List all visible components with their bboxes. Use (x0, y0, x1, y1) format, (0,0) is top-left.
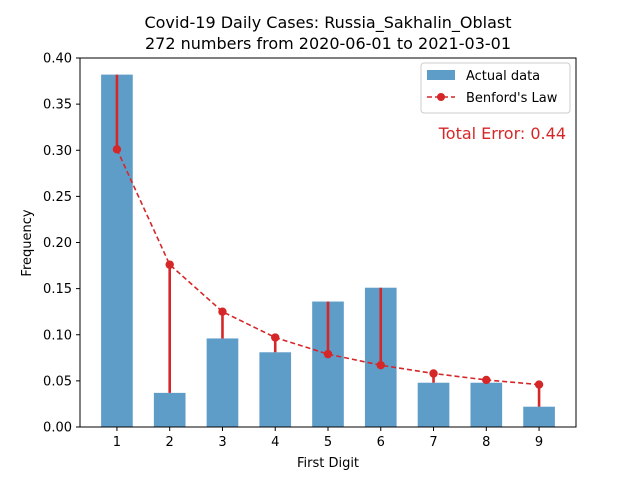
y-axis-label: Frequency (20, 209, 35, 276)
x-tick-label-2: 2 (166, 435, 174, 450)
bar-9 (523, 406, 555, 427)
plot-area (101, 74, 555, 427)
y-tick-label-0.40: 0.40 (43, 52, 72, 67)
benford-point-4 (271, 333, 280, 342)
x-tick-label-3: 3 (218, 435, 226, 450)
benford-point-8 (482, 375, 491, 385)
benford-point-1 (112, 145, 122, 154)
benford-point-9 (534, 380, 544, 389)
x-tick-label-4: 4 (271, 435, 279, 450)
x-tick-label-8: 8 (482, 435, 490, 450)
y-tick-label-0.15: 0.15 (43, 282, 72, 297)
benford-point-2 (165, 260, 174, 269)
benford-point-7 (429, 369, 438, 378)
legend: Actual data Benford's Law (420, 62, 571, 114)
legend-actual-label: Actual data (466, 69, 540, 84)
legend-benford-label: Benford's Law (466, 91, 558, 106)
bar-7 (417, 382, 450, 427)
benford-point-3 (218, 307, 227, 316)
x-tick-label-7: 7 (429, 435, 437, 450)
x-axis-label: First Digit (297, 456, 359, 471)
x-tick-label-9: 9 (535, 435, 543, 450)
y-tick-label-0.25: 0.25 (43, 190, 72, 205)
bar-8 (470, 382, 503, 427)
legend-benford-marker (437, 93, 445, 101)
legend-box (420, 62, 571, 114)
x-tick-label-1: 1 (113, 435, 121, 450)
bar-4 (259, 352, 292, 427)
y-tick-label-0.10: 0.10 (43, 328, 72, 343)
x-tick-label-5: 5 (324, 435, 332, 450)
y-tick-label-0.30: 0.30 (43, 144, 72, 159)
x-tick-label-6: 6 (377, 435, 385, 450)
y-tick-label-0.35: 0.35 (43, 98, 72, 113)
benford-point-5 (323, 349, 333, 359)
bar-2 (153, 392, 186, 427)
legend-actual-swatch (427, 70, 455, 80)
chart-title: Covid-19 Daily Cases: Russia_Sakhalin_Ob… (144, 13, 511, 33)
total-error-annotation: Total Error: 0.44 (438, 124, 566, 143)
benford-point-6 (376, 360, 385, 370)
y-tick-label-0.20: 0.20 (43, 236, 72, 251)
chart-subtitle: 272 numbers from 2020-06-01 to 2021-03-0… (145, 34, 511, 53)
y-tick-label-0.00: 0.00 (43, 421, 72, 436)
bar-3 (206, 338, 239, 427)
y-tick-label-0.05: 0.05 (43, 374, 72, 389)
